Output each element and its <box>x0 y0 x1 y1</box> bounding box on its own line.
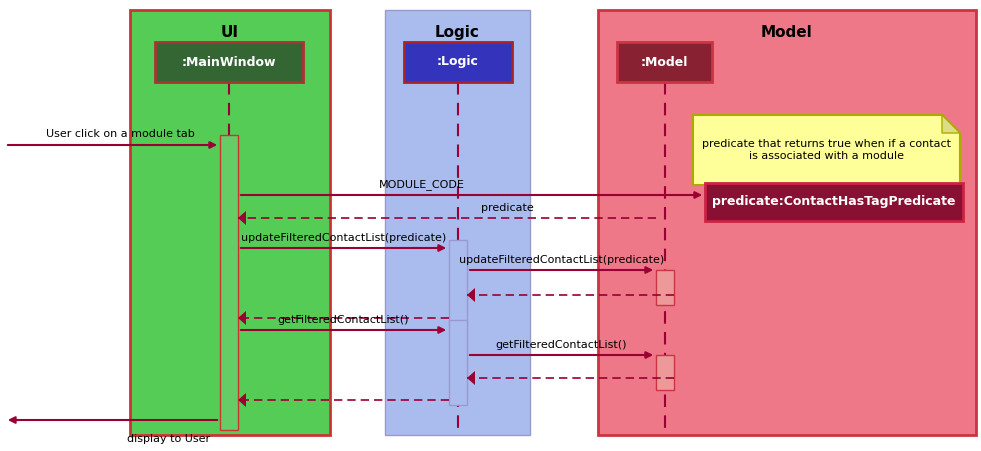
Polygon shape <box>238 211 246 225</box>
Polygon shape <box>238 393 246 407</box>
Bar <box>404 42 512 82</box>
Bar <box>656 270 674 305</box>
Text: :Model: :Model <box>641 55 689 69</box>
Text: predicate:ContactHasTagPredicate: predicate:ContactHasTagPredicate <box>712 195 955 208</box>
Polygon shape <box>467 288 475 302</box>
Text: predicate that returns true when if a contact
is associated with a module: predicate that returns true when if a co… <box>702 139 951 161</box>
Text: display to User: display to User <box>127 434 210 444</box>
Polygon shape <box>942 115 960 133</box>
Bar <box>617 42 712 82</box>
Bar <box>598 10 976 435</box>
Polygon shape <box>467 371 475 385</box>
Text: Logic: Logic <box>435 25 480 40</box>
Text: MODULE_CODE: MODULE_CODE <box>379 179 464 190</box>
Bar <box>155 42 303 82</box>
Text: Model: Model <box>761 25 813 40</box>
Text: predicate: predicate <box>481 203 534 213</box>
Polygon shape <box>238 311 246 325</box>
Bar <box>385 10 530 435</box>
Polygon shape <box>693 115 960 185</box>
Bar <box>656 355 674 390</box>
Text: UI: UI <box>221 25 239 40</box>
Text: :Logic: :Logic <box>438 55 479 69</box>
Text: User click on a module tab: User click on a module tab <box>46 129 194 139</box>
Bar <box>220 135 238 430</box>
Bar <box>449 320 467 405</box>
Bar <box>130 10 330 435</box>
Text: updateFilteredContactList(predicate): updateFilteredContactList(predicate) <box>459 255 664 265</box>
Text: getFilteredContactList(): getFilteredContactList() <box>495 340 627 350</box>
Text: :MainWindow: :MainWindow <box>181 55 277 69</box>
Text: getFilteredContactList(): getFilteredContactList() <box>278 315 409 325</box>
Bar <box>705 183 963 221</box>
Text: updateFilteredContactList(predicate): updateFilteredContactList(predicate) <box>241 233 446 243</box>
Bar <box>449 240 467 325</box>
